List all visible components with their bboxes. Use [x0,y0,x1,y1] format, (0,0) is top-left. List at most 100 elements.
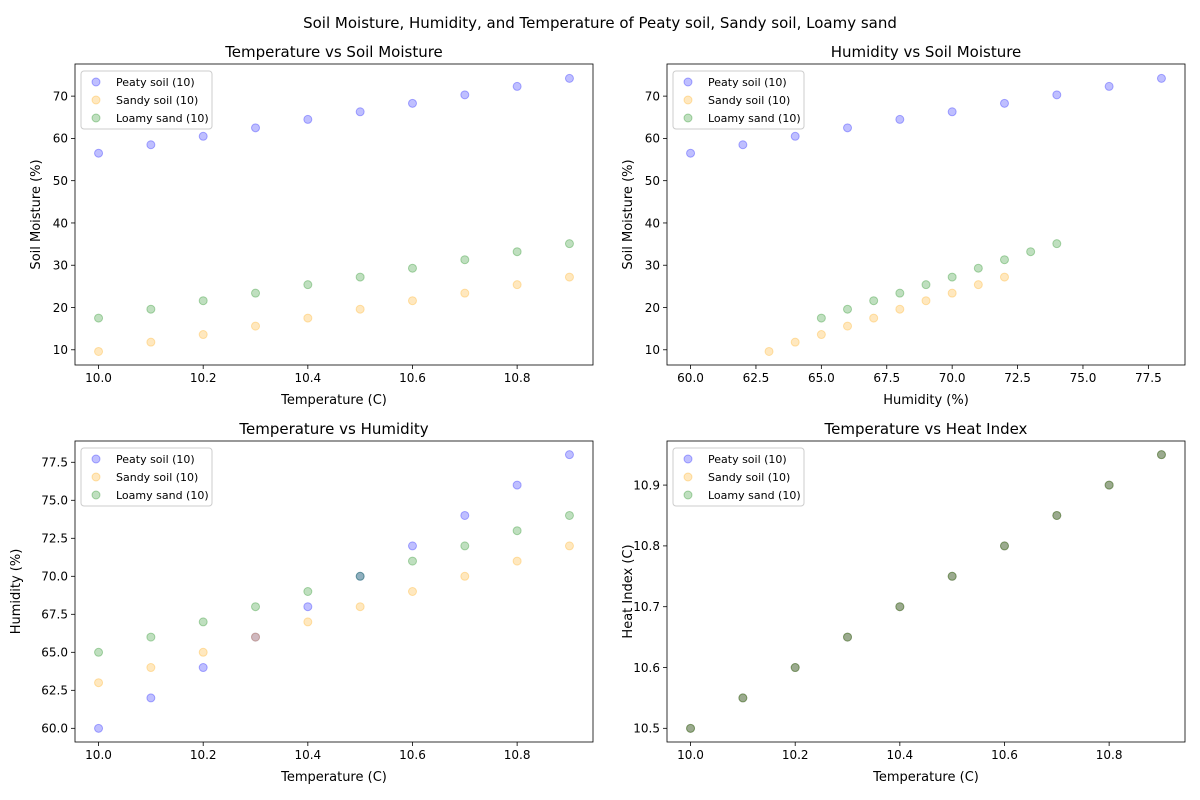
x-tick-label: 62.5 [743,371,770,385]
legend-label: Loamy sand (10) [708,112,801,125]
data-point [198,647,208,657]
data-point [146,663,156,673]
data-point [843,123,853,133]
x-axis-label: Temperature (C) [280,770,387,785]
data-point [790,663,800,673]
legend-frame [80,447,213,507]
legend-label: Sandy soil (10) [708,94,790,107]
y-tick-label: 40 [645,216,660,230]
legend-marker [683,472,693,482]
data-point [999,541,1009,551]
x-tick-label: 10.8 [1096,748,1123,762]
subplot-title: Temperature vs Heat Index [824,420,1028,438]
y-tick-label: 62.5 [41,684,68,698]
data-point [303,587,313,596]
data-point [790,131,800,141]
y-tick-label: 20 [53,301,68,315]
data-point [843,304,853,314]
y-tick-label: 10 [53,343,68,357]
data-point [1104,480,1114,490]
y-tick-label: 72.5 [41,532,68,546]
data-point [251,288,261,298]
data-point [1052,510,1062,520]
data-point [460,288,470,298]
series-3 [94,510,574,657]
y-tick-label: 10 [645,343,660,357]
data-point [947,272,957,282]
data-point [1052,510,1062,520]
data-point [1052,510,1062,520]
data-point [94,723,104,733]
data-point [198,330,208,340]
data-point [251,632,261,642]
legend-label: Loamy sand (10) [116,112,209,125]
subplot-title: Humidity vs Soil Moisture [831,43,1022,61]
y-tick-label: 60 [53,132,68,146]
x-axis-label: Temperature (C) [872,770,979,785]
data-point [355,304,365,314]
data-point [1156,450,1166,460]
x-tick-label: 10.0 [85,371,112,385]
data-point [1104,81,1114,91]
subplot-3: Temperature vs Humidity 10.0 10.2 10.4 10.6 1… [9,420,594,785]
data-point [460,571,470,581]
data-point [146,693,156,703]
data-point [407,587,417,596]
series-2 [686,450,1166,733]
subplot-1: Temperature vs Soil Moisture 10.0 10.2 10.4… [29,43,594,408]
data-point [460,255,470,265]
data-point [303,114,313,124]
data-point [407,296,417,306]
data-point [1026,247,1036,257]
legend-label: Sandy soil (10) [116,471,198,484]
data-point [564,450,574,460]
data-point [738,693,748,703]
data-point [564,272,574,282]
legend-marker [91,472,101,482]
legend-marker [683,454,693,464]
data-point [947,107,957,117]
data-point [947,571,957,581]
data-point [843,632,853,642]
data-point [198,296,208,306]
data-point [512,81,522,91]
data-point [686,148,696,158]
y-tick-label: 60.0 [41,722,68,736]
x-tick-label: 10.0 [85,748,112,762]
data-point [94,678,104,688]
y-tick-label: 30 [53,259,68,273]
legend-label: Peaty soil (10) [116,453,195,466]
legend-frame [80,70,213,130]
x-tick-label: 10.4 [294,748,321,762]
data-point [512,526,522,536]
y-tick-label: 10.5 [633,722,660,736]
data-point [564,73,574,83]
x-tick-label: 10.0 [677,748,704,762]
x-tick-label: 10.6 [399,748,426,762]
figure-suptitle: Soil Moisture, Humidity, and Temperature… [303,14,897,32]
legend-marker [91,490,101,500]
data-point [407,556,417,566]
y-tick-label: 10.8 [633,539,660,553]
series-1 [686,73,1166,158]
legend-marker [91,95,101,105]
data-point [146,632,156,642]
x-tick-label: 65.0 [808,371,835,385]
data-point [512,556,522,566]
x-tick-label: 60.0 [677,371,704,385]
y-tick-label: 70 [645,89,660,103]
legend-label: Loamy sand (10) [708,489,801,502]
data-point [303,617,313,627]
plot-frame [666,440,1186,743]
data-point [251,123,261,133]
data-point [1052,90,1062,100]
data-point [1104,480,1114,490]
data-point [198,617,208,627]
y-axis-label: Soil Moisture (%) [621,159,636,269]
data-point [895,602,905,612]
series-2 [94,272,574,356]
legend-marker [91,113,101,123]
y-tick-label: 10.6 [633,661,660,675]
plot-frame [74,63,594,366]
